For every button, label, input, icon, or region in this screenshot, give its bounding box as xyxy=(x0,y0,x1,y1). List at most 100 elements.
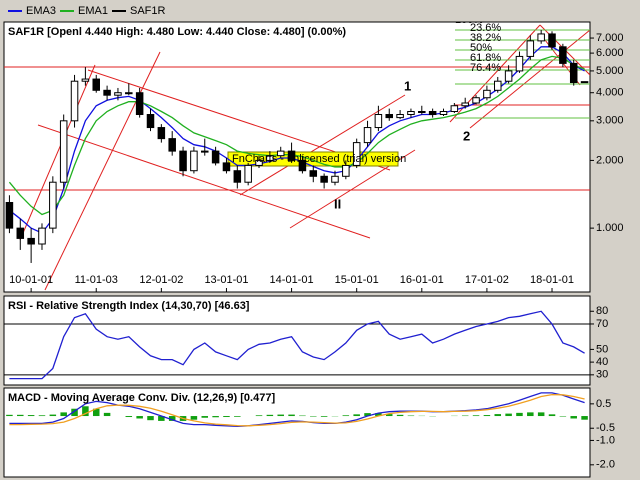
candle-body xyxy=(352,142,361,166)
candle-body xyxy=(342,164,350,177)
candle-body xyxy=(418,111,426,114)
x-tick-label: 17-01-02 xyxy=(465,274,509,286)
candle-body xyxy=(396,114,404,119)
candle-body xyxy=(374,114,383,129)
candle-body xyxy=(5,201,14,229)
histogram-bar xyxy=(60,412,67,417)
candle-body xyxy=(59,120,68,183)
candle-body xyxy=(559,46,567,64)
histogram-bar xyxy=(234,416,241,417)
x-tick-label: 10-01-01 xyxy=(9,274,53,286)
candle-body xyxy=(92,78,100,91)
x-tick-label: 14-01-01 xyxy=(270,274,314,286)
annotation: 100% xyxy=(455,14,483,26)
histogram-bar xyxy=(201,416,209,418)
y-tick-label: 7.000 xyxy=(596,32,624,44)
candle-body xyxy=(472,97,480,104)
candle-body xyxy=(537,33,545,42)
candle-body xyxy=(407,111,415,116)
histogram-bar xyxy=(212,416,219,418)
y-tick-label: 70 xyxy=(596,318,608,330)
annotation: II xyxy=(334,196,341,211)
histogram-bar xyxy=(581,416,588,420)
panel-title: MACD - Moving Average Conv. Div. (12,26,… xyxy=(8,392,275,404)
histogram-bar xyxy=(537,412,545,417)
annotation: 2 xyxy=(463,128,470,143)
candle-body xyxy=(70,80,79,122)
series-line xyxy=(9,393,585,427)
histogram-bar xyxy=(223,416,230,418)
histogram-bar xyxy=(190,416,198,420)
y-tick-label: 40 xyxy=(596,356,608,368)
candle-body xyxy=(27,237,35,245)
histogram-bar xyxy=(364,413,371,417)
histogram-bar xyxy=(385,414,393,417)
candle-body xyxy=(233,170,242,183)
series-line xyxy=(9,310,585,380)
y-tick-label: 3.000 xyxy=(596,115,624,127)
annotation: 23.6% xyxy=(470,22,501,34)
candle-body xyxy=(526,40,535,57)
histogram-bar xyxy=(548,414,556,417)
candle-body xyxy=(125,92,133,95)
histogram-bar xyxy=(288,414,295,417)
histogram-bar xyxy=(49,414,57,417)
candle-body xyxy=(38,227,46,245)
y-tick-label: -2.0 xyxy=(596,459,615,471)
macd-panel xyxy=(3,387,591,478)
candle-body xyxy=(450,105,459,113)
histogram-bar xyxy=(320,416,328,417)
plot-area xyxy=(6,392,588,427)
histogram-bar xyxy=(266,414,274,417)
candle-body xyxy=(461,102,469,107)
histogram-bar xyxy=(255,415,263,417)
x-tick-label: 18-01-01 xyxy=(530,274,574,286)
histogram-bar xyxy=(6,414,13,417)
candle-body xyxy=(244,164,252,183)
histogram-bar xyxy=(472,415,480,417)
candle-body xyxy=(580,81,589,84)
histogram-bar xyxy=(38,415,46,417)
candle-body xyxy=(49,181,57,229)
candle-body xyxy=(276,150,285,157)
candle-body xyxy=(222,162,231,172)
legend-bar xyxy=(0,0,640,20)
plot-area: 100% xyxy=(5,14,589,263)
histogram-bar xyxy=(103,412,111,417)
histogram-bar xyxy=(27,415,35,417)
y-tick-label: 50 xyxy=(596,343,608,355)
histogram-bar xyxy=(136,416,143,419)
histogram-bar xyxy=(353,414,360,417)
y-tick-label: 6.000 xyxy=(596,47,624,59)
annotation: FnCharts - unlicensed (trial) version xyxy=(232,153,406,165)
candle-body xyxy=(363,127,372,144)
candle-body xyxy=(201,150,209,153)
annotation: 1 xyxy=(404,78,411,93)
histogram-bar xyxy=(483,415,491,417)
histogram-bar xyxy=(396,414,404,417)
histogram-bar xyxy=(375,413,382,417)
histogram-bar xyxy=(527,412,534,417)
annotation: 38.2% xyxy=(470,32,501,44)
candle-body xyxy=(114,92,122,96)
candle-body xyxy=(287,150,296,161)
histogram-bar xyxy=(277,414,284,417)
panel-title: SAF1R [Openl 4.440 High: 4.480 Low: 4.44… xyxy=(8,26,346,38)
candle-body xyxy=(428,111,437,116)
candle-body xyxy=(298,159,307,172)
histogram-bar xyxy=(92,408,100,417)
histogram-bar xyxy=(342,415,350,417)
candle-body xyxy=(569,62,578,84)
y-tick-label: 30 xyxy=(596,369,608,381)
series-line xyxy=(9,392,585,427)
panel-title: RSI - Relative Strength Index (14,30,70)… xyxy=(8,300,250,312)
y-tick-label: 1.000 xyxy=(596,222,624,234)
annotation: 61.8% xyxy=(470,52,501,64)
candle-body xyxy=(266,155,274,161)
candle-body xyxy=(515,55,524,72)
y-tick-label: 4.000 xyxy=(596,87,624,99)
x-tick-label: 13-01-01 xyxy=(204,274,248,286)
candle-body xyxy=(320,175,328,183)
y-tick-label: 2.000 xyxy=(596,154,624,166)
